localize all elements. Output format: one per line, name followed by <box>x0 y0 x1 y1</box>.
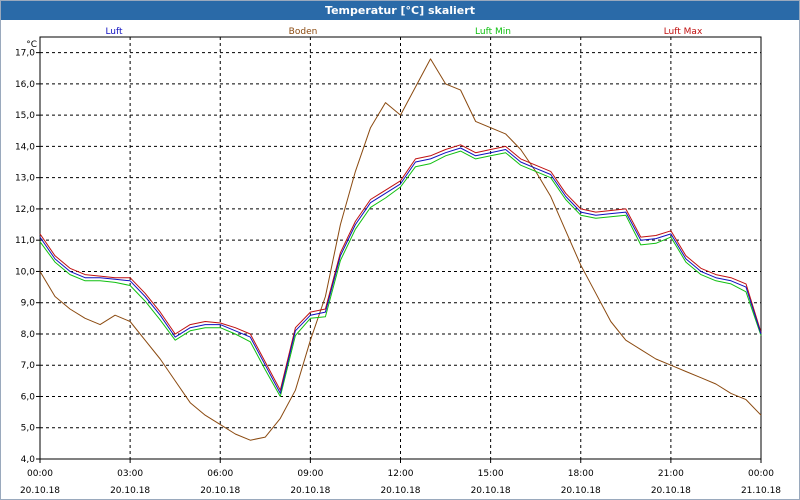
y-tick-label: 16,0 <box>15 80 35 90</box>
y-tick-label: 11,0 <box>15 236 35 246</box>
temperature-chart: Luft Boden Luft Min Luft Max 17,0 16,0 15,0 14… <box>15 27 781 496</box>
y-unit-label: °C <box>26 40 37 50</box>
series-line-luft-max <box>39 144 762 391</box>
x-tick-date-label: 20.10.18 <box>200 486 240 496</box>
y-tick-label: 5,0 <box>21 424 36 434</box>
legend-entry: Luft Max <box>664 27 703 37</box>
y-tick-label: 8,0 <box>21 330 36 340</box>
x-tick-time-label: 00:00 <box>748 469 774 479</box>
y-tick-label: 10,0 <box>15 267 35 277</box>
x-tick-date-label: 20.10.18 <box>290 486 330 496</box>
legend-entry: Luft <box>105 27 123 37</box>
y-tick-label: 15,0 <box>15 111 35 121</box>
legend: Luft Boden Luft Min Luft Max <box>105 27 703 37</box>
y-tick-label: 14,0 <box>15 142 35 152</box>
series-line-luft <box>39 147 762 394</box>
x-tick-time-label: 18:00 <box>568 469 594 479</box>
y-axis: 17,0 16,0 15,0 14,0 13,0 12,0 11,0 10,0 9,0 8,0 7,… <box>15 49 40 465</box>
x-tick-time-label: 21:00 <box>658 469 684 479</box>
y-tick-label: 9,0 <box>21 299 36 309</box>
x-tick-date-label: 20.10.18 <box>561 486 601 496</box>
x-tick-date-label: 21.10.18 <box>741 486 781 496</box>
x-tick-date-label: 20.10.18 <box>651 486 691 496</box>
window-title: Temperatur [°C] skaliert <box>1 1 799 20</box>
x-tick-date-label: 20.10.18 <box>20 486 60 496</box>
series-line-boden <box>39 58 762 441</box>
x-tick-date-label: 20.10.18 <box>471 486 511 496</box>
x-tick-time-label: 12:00 <box>388 469 414 479</box>
y-tick-label: 17,0 <box>15 49 35 59</box>
x-tick-time-label: 09:00 <box>297 469 323 479</box>
y-tick-label: 13,0 <box>15 174 35 184</box>
x-tick-time-label: 15:00 <box>478 469 504 479</box>
series-lines <box>39 58 762 441</box>
y-tick-label: 4,0 <box>21 455 36 465</box>
legend-entry: Boden <box>289 27 318 37</box>
x-tick-date-label: 20.10.18 <box>110 486 150 496</box>
y-tick-label: 6,0 <box>21 392 36 402</box>
x-tick-time-label: 03:00 <box>117 469 143 479</box>
x-tick-date-label: 20.10.18 <box>380 486 420 496</box>
x-axis: 00:00 20.10.18 03:00 20.10.18 06:00 20.10.18 0… <box>20 459 781 496</box>
y-tick-label: 7,0 <box>21 361 36 371</box>
legend-entry: Luft Min <box>475 27 511 37</box>
y-tick-label: 12,0 <box>15 205 35 215</box>
x-tick-time-label: 00:00 <box>27 469 53 479</box>
series-line-luft-min <box>39 150 762 397</box>
x-tick-time-label: 06:00 <box>207 469 233 479</box>
grid <box>39 36 762 460</box>
